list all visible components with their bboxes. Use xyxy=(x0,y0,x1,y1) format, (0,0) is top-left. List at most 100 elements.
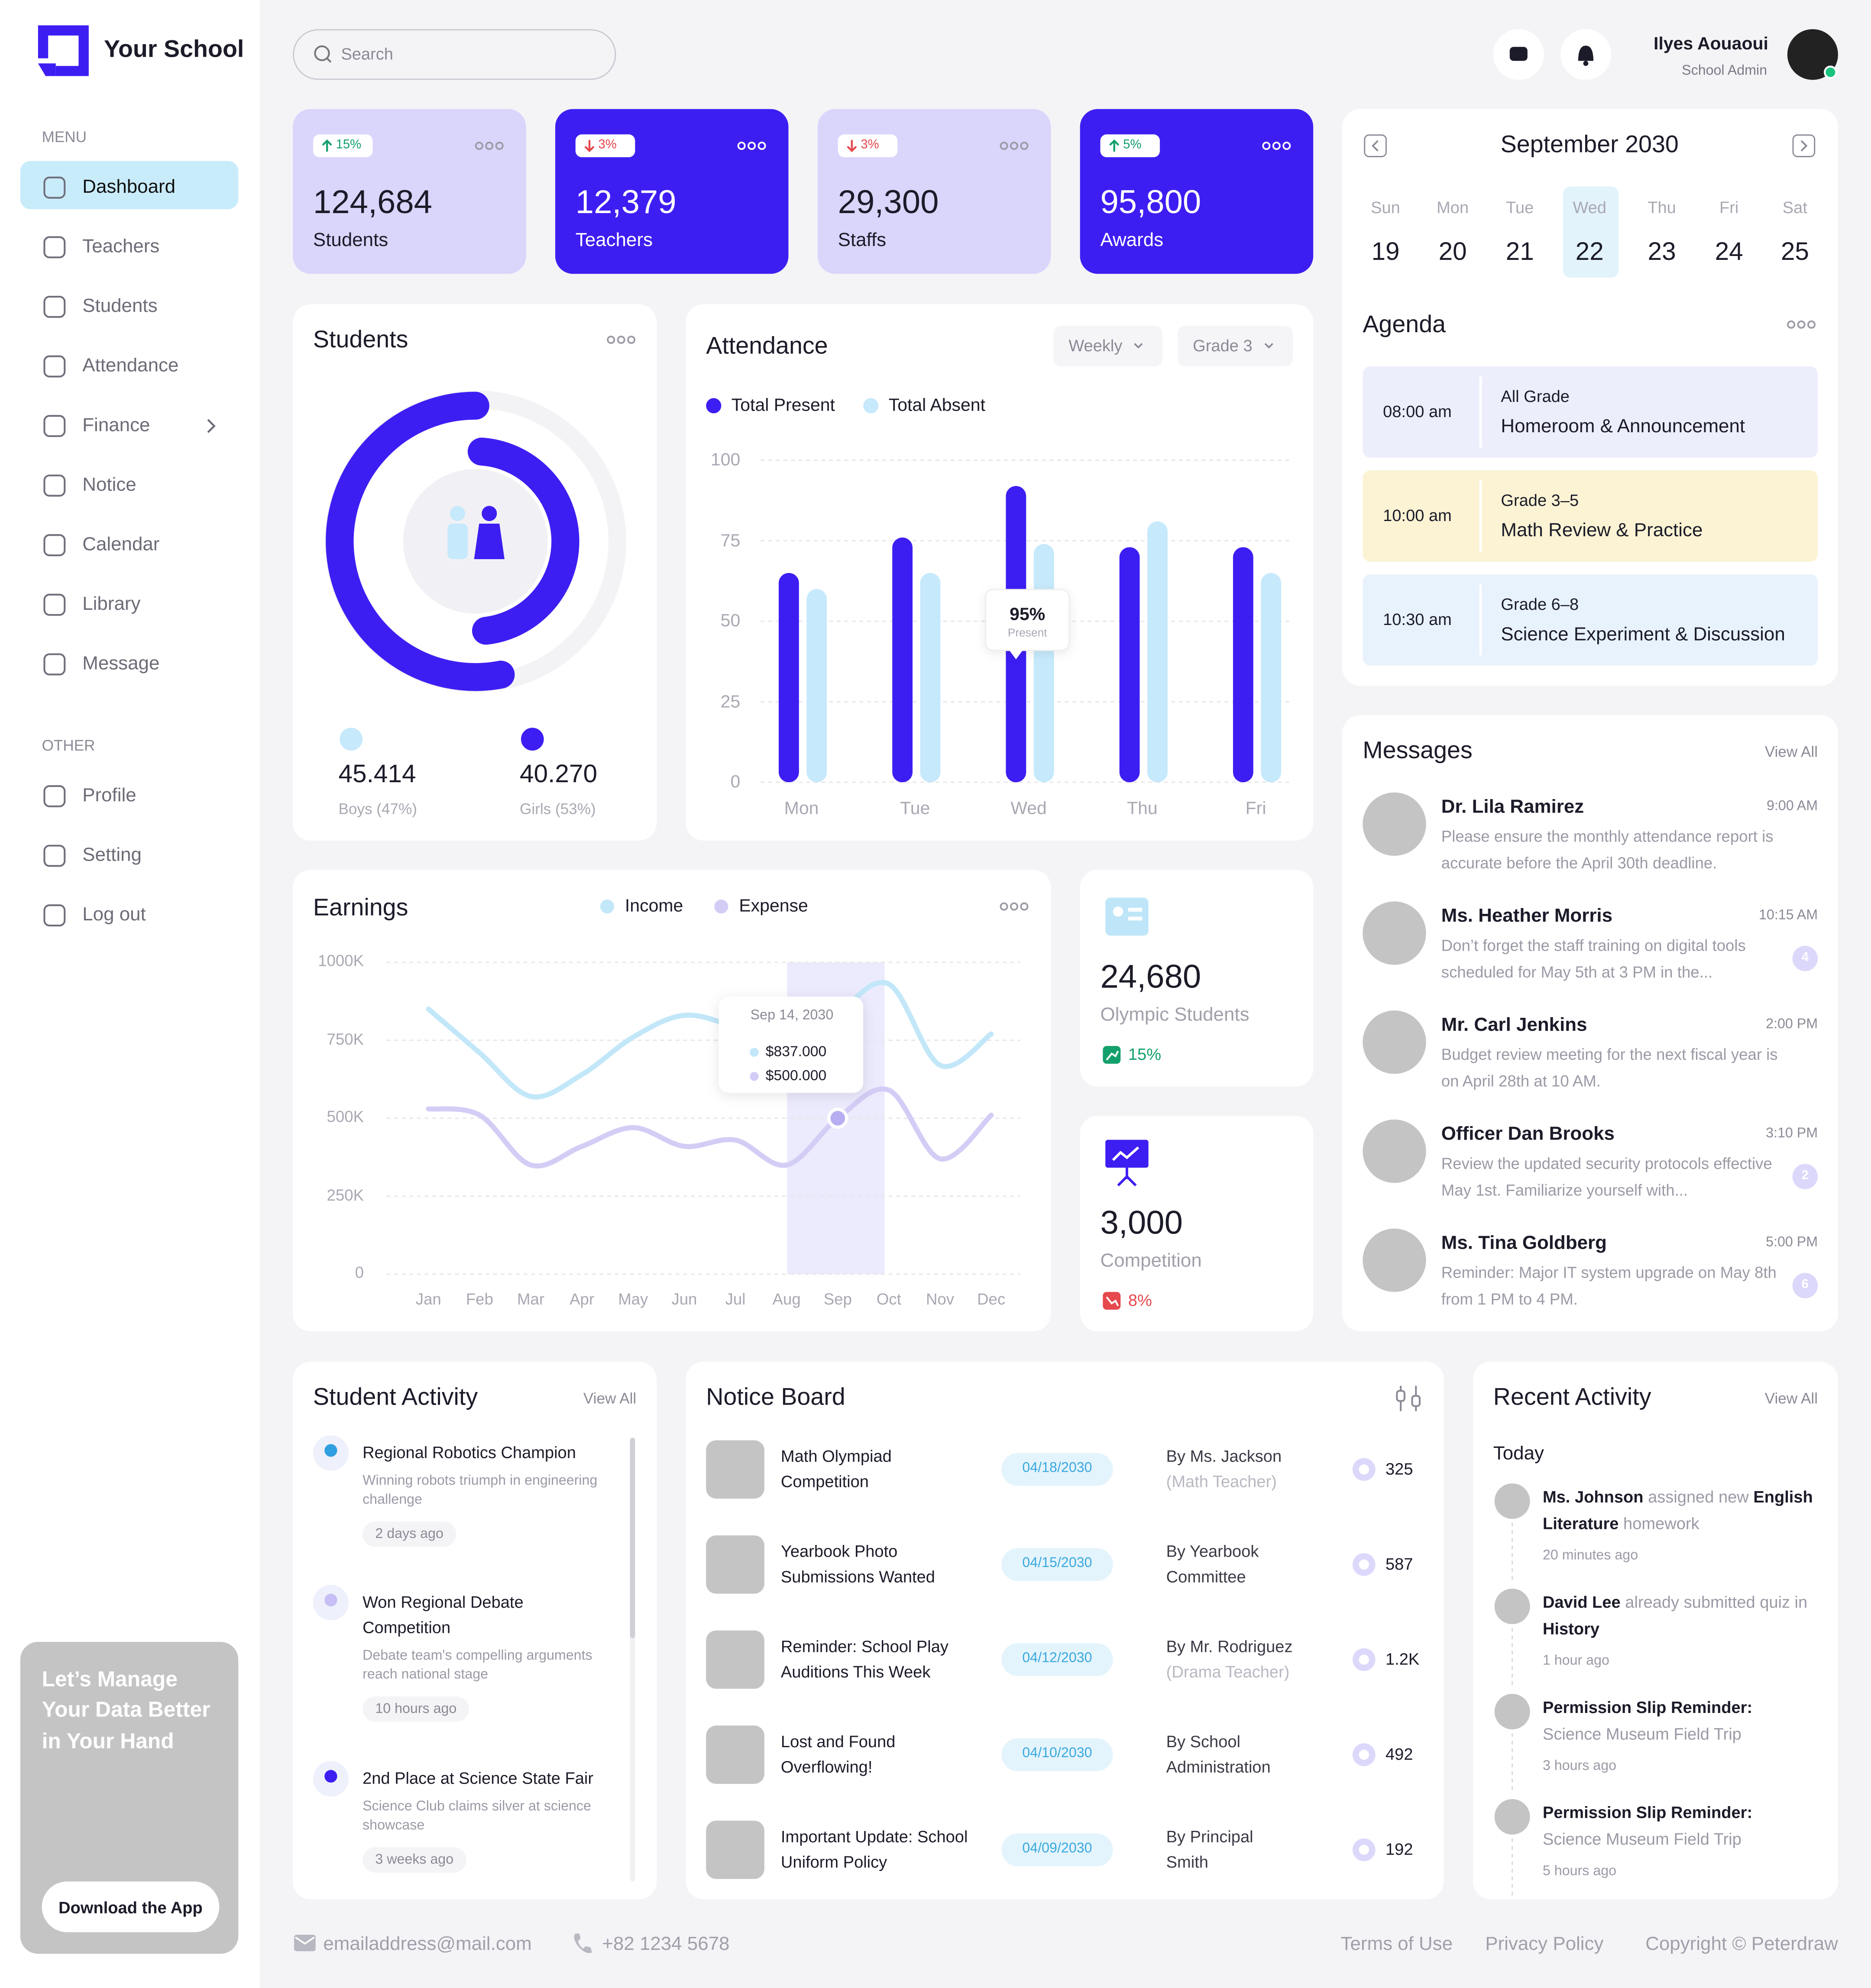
calendar-nav[interactable] xyxy=(1364,134,1387,157)
download-button[interactable] xyxy=(42,1881,220,1933)
menu-item[interactable]: Attendance xyxy=(82,354,179,376)
student-activity-card xyxy=(293,1361,657,1900)
figure-icon xyxy=(447,523,468,559)
message-avatar xyxy=(1363,1010,1426,1074)
message-time: 5:00 PM xyxy=(1766,1235,1818,1250)
menu-item[interactable]: Library xyxy=(82,593,141,615)
activity-icon xyxy=(324,1770,337,1783)
weekday[interactable]: Wed xyxy=(1573,198,1607,217)
search-box[interactable] xyxy=(293,29,616,80)
weekday[interactable]: Sat xyxy=(1782,198,1807,217)
x-tick-label: Sep xyxy=(823,1291,852,1309)
calendar-month: September 2030 xyxy=(1500,132,1679,159)
footer-phone: +82 1234 5678 xyxy=(602,1933,730,1955)
message-body: Officer Dan Brooks Review the updated sec… xyxy=(1441,1122,1786,1204)
activity-title: Won Regional Debate Competition xyxy=(363,1592,524,1637)
day-number[interactable]: 23 xyxy=(1648,237,1676,266)
menu-item[interactable]: Setting xyxy=(82,844,142,866)
menu-item[interactable]: Students xyxy=(82,295,158,317)
menu-item[interactable]: Message xyxy=(82,652,160,674)
y-tick-label: 1000K xyxy=(318,952,364,970)
day-number[interactable]: 24 xyxy=(1715,237,1743,266)
day-number[interactable]: 22 xyxy=(1575,237,1604,266)
tooltip xyxy=(985,589,1070,651)
message-text: Reminder: Major IT system upgrade on May… xyxy=(1441,1264,1777,1308)
weekday[interactable]: Sun xyxy=(1371,198,1400,217)
agenda-group: All Grade xyxy=(1501,386,1570,406)
message-body: Mr. Carl Jenkins Budget review meeting fo… xyxy=(1441,1013,1786,1094)
donut-arc xyxy=(467,437,579,645)
footer-email: emailaddress@mail.com xyxy=(323,1933,532,1955)
notice-thumbnail xyxy=(706,1535,764,1594)
recent-text: Permission Slip Reminder: Science Museum… xyxy=(1543,1695,1815,1748)
more-icon xyxy=(1020,902,1029,911)
card-title: Agenda xyxy=(1363,312,1446,339)
menu-item[interactable]: Teachers xyxy=(82,235,160,257)
chevron xyxy=(1372,140,1379,152)
selected-day xyxy=(1563,186,1619,278)
more-icon xyxy=(1787,320,1796,329)
line xyxy=(426,1086,994,1169)
footer-link[interactable]: Copyright © Peterdraw xyxy=(1645,1933,1838,1955)
card-title: Earnings xyxy=(313,895,408,922)
view-all[interactable]: View All xyxy=(583,1389,637,1407)
menu-item[interactable]: Finance xyxy=(82,414,150,436)
author-role: (Math Teacher) xyxy=(1166,1472,1277,1491)
notice-author: By Ms. Jackson (Math Teacher) xyxy=(1166,1444,1299,1495)
weekday[interactable]: Thu xyxy=(1648,198,1676,217)
recent-time: 20 minutes ago xyxy=(1542,1548,1638,1563)
message-text: Please ensure the monthly attendance rep… xyxy=(1441,828,1774,872)
day-number[interactable]: 20 xyxy=(1438,237,1467,266)
view-all[interactable]: View All xyxy=(1764,1389,1818,1407)
calendar-nav[interactable] xyxy=(1792,134,1816,157)
phone-icon xyxy=(574,1933,592,1953)
notice-views: 492 xyxy=(1385,1744,1413,1764)
tooltip-label: Present xyxy=(1007,627,1047,640)
weekday[interactable]: Mon xyxy=(1437,198,1469,217)
menu-item[interactable]: Log out xyxy=(82,903,146,925)
filter-label[interactable]: Grade 3 xyxy=(1193,336,1253,355)
competition-icon xyxy=(1117,1168,1137,1187)
user-role: School Admin xyxy=(1682,63,1767,79)
notice-date: 04/12/2030 xyxy=(1022,1651,1092,1666)
logo xyxy=(38,63,56,76)
y-tick-label: 50 xyxy=(720,610,741,631)
menu-item[interactable]: Calendar xyxy=(82,533,160,555)
more-icon xyxy=(1282,142,1291,150)
filter-icon xyxy=(1411,1395,1421,1407)
filter-dropdown[interactable] xyxy=(1053,326,1162,366)
menu-item[interactable]: Dashboard xyxy=(82,175,176,198)
footer-link[interactable]: Privacy Policy xyxy=(1485,1933,1604,1955)
tooltip-pointer xyxy=(1008,649,1024,660)
figure-icon xyxy=(482,505,497,521)
message-sender: Ms. Tina Goldberg xyxy=(1441,1232,1607,1254)
more-icon xyxy=(607,336,615,344)
notice-views: 587 xyxy=(1385,1554,1413,1574)
agenda-title: Science Experiment & Discussion xyxy=(1501,623,1785,645)
more-icon xyxy=(737,142,746,150)
footer-link[interactable]: Terms of Use xyxy=(1340,1933,1453,1955)
message-time: 3:10 PM xyxy=(1766,1126,1818,1141)
bell-icon xyxy=(1583,61,1589,66)
message-sender: Officer Dan Brooks xyxy=(1441,1123,1615,1145)
bar xyxy=(1119,547,1140,783)
day-number[interactable]: 21 xyxy=(1505,237,1534,266)
weekday[interactable]: Tue xyxy=(1506,198,1534,217)
message-avatar xyxy=(1363,901,1426,965)
day-number[interactable]: 25 xyxy=(1780,237,1809,266)
view-all[interactable]: View All xyxy=(1764,742,1818,760)
day-number[interactable]: 19 xyxy=(1371,237,1400,266)
filter-dropdown[interactable] xyxy=(1178,326,1293,366)
menu-item[interactable]: Notice xyxy=(82,473,136,495)
download-label[interactable]: Download the App xyxy=(58,1897,203,1917)
menu-item[interactable]: Profile xyxy=(82,784,136,806)
notice-date: 04/18/2030 xyxy=(1022,1460,1092,1476)
recent-body: Ms. Johnson assigned new English Literat… xyxy=(1543,1485,1815,1563)
mail-icon xyxy=(295,1936,315,1945)
weekday[interactable]: Fri xyxy=(1719,198,1739,217)
date-pill xyxy=(1001,1548,1113,1581)
filter-label[interactable]: Weekly xyxy=(1068,336,1123,355)
activity-icon xyxy=(324,1593,337,1606)
